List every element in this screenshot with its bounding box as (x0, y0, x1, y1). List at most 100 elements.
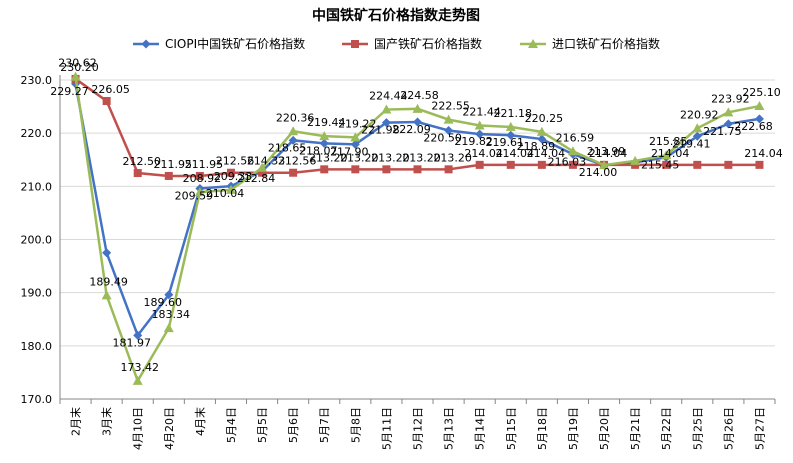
data-label: 221.44 (462, 106, 501, 119)
x-tick-label: 2月末 (69, 407, 83, 436)
x-tick-label: 5月13日 (443, 407, 456, 450)
data-label: 220.50 (423, 132, 462, 145)
x-tick-label: 5月14日 (474, 407, 487, 450)
x-tick-label: 5月6日 (287, 407, 300, 443)
data-point (755, 160, 764, 169)
data-label: 220.92 (680, 108, 719, 121)
data-label: 183.34 (152, 308, 191, 321)
data-label: 215.85 (649, 135, 688, 148)
data-label: 214.04 (744, 147, 783, 160)
x-tick-label: 5月25日 (691, 407, 704, 450)
x-tick-label: 5月18日 (536, 407, 549, 450)
y-tick-label: 230.0 (21, 74, 53, 87)
data-point (381, 118, 391, 128)
data-label: 189.60 (144, 296, 183, 309)
data-label: 213.20 (309, 151, 348, 164)
data-point (413, 117, 422, 127)
data-label: 222.09 (392, 123, 431, 136)
data-point (225, 184, 236, 194)
axes: 170.0 180.0 190.0 200.0 210.0 220.0 230.0 2月末 3月… (21, 74, 776, 450)
data-label: 214.00 (579, 166, 618, 179)
legend-item-1: CIOPI中国铁矿石价格指数 (133, 36, 305, 51)
data-point (474, 120, 485, 130)
data-point (164, 171, 173, 180)
data-point (194, 187, 205, 197)
y-tick-label: 180.0 (21, 340, 53, 353)
data-label: 212.56 (216, 155, 255, 168)
data-label: 221.18 (494, 107, 533, 120)
data-point (319, 131, 330, 141)
data-label: 173.42 (120, 361, 159, 374)
data-label: 221.75 (703, 125, 742, 138)
data-label: 212.56 (278, 155, 317, 168)
y-tick-label: 220.0 (21, 127, 53, 140)
data-point (631, 160, 640, 169)
data-point (132, 375, 143, 385)
data-point (506, 160, 515, 169)
data-point (537, 160, 546, 169)
data-label: 222.55 (431, 100, 470, 113)
data-label: 213.20 (371, 151, 410, 164)
data-point (133, 330, 143, 340)
data-point (443, 114, 454, 124)
data-label: 220.36 (276, 111, 315, 124)
series-2 (71, 74, 764, 180)
data-label: 219.44 (307, 116, 346, 129)
legend-item-2: 国产铁矿石价格指数 (342, 36, 482, 51)
x-tick-label: 4月20日 (163, 407, 176, 450)
data-point (528, 39, 538, 48)
data-point (288, 126, 299, 136)
data-label: 220.25 (525, 112, 564, 125)
data-label: 214.04 (464, 147, 503, 160)
data-label: 209.59 (175, 190, 214, 203)
data-point (475, 160, 484, 169)
y-tick-label: 200.0 (21, 234, 53, 247)
data-point (102, 248, 112, 258)
series-3 (70, 71, 765, 385)
data-label: 224.58 (400, 89, 439, 102)
series-layer (70, 71, 765, 385)
data-point (320, 165, 329, 174)
data-point (754, 114, 764, 124)
data-point (382, 165, 391, 174)
data-point (692, 123, 703, 133)
data-label: 221.98 (361, 124, 400, 137)
legend: CIOPI中国铁矿石价格指数 国产铁矿石价格指数 进口铁矿石价格指数 (133, 36, 660, 51)
data-label: 209.33 (214, 170, 253, 183)
data-label: 218.07 (299, 144, 338, 157)
data-label: 226.05 (91, 83, 130, 96)
data-point (444, 126, 454, 136)
x-tick-label: 5月21日 (629, 407, 642, 450)
x-tick-label: 5月4日 (225, 407, 238, 443)
data-label: 215.45 (641, 158, 680, 171)
data-label: 189.49 (89, 275, 128, 288)
data-label: 222.68 (734, 120, 773, 133)
data-point (195, 171, 204, 180)
data-point (164, 290, 174, 300)
data-label: 214.04 (651, 147, 690, 160)
y-tick-label: 170.0 (21, 393, 53, 406)
data-label: 225.10 (742, 86, 781, 99)
data-point (163, 323, 174, 333)
data-point (661, 150, 672, 160)
data-point (724, 160, 733, 169)
data-label: 212.84 (237, 172, 276, 185)
data-label: 211.95 (185, 158, 224, 171)
data-point (351, 165, 360, 174)
data-label: 214.33 (247, 155, 286, 168)
data-label: 213.20 (433, 151, 472, 164)
data-label: 181.97 (112, 336, 151, 349)
data-point (226, 168, 235, 177)
x-tick-label: 5月8日 (349, 407, 362, 443)
data-label: 213.20 (340, 151, 379, 164)
data-label: 230.62 (58, 57, 97, 70)
data-label: 212.50 (122, 155, 161, 168)
data-point (412, 103, 423, 113)
data-point (258, 168, 267, 177)
data-label: 218.89 (517, 140, 556, 153)
data-point (133, 169, 142, 178)
data-label: 219.22 (338, 117, 377, 130)
data-point (475, 129, 485, 139)
data-label: 211.95 (154, 158, 193, 171)
